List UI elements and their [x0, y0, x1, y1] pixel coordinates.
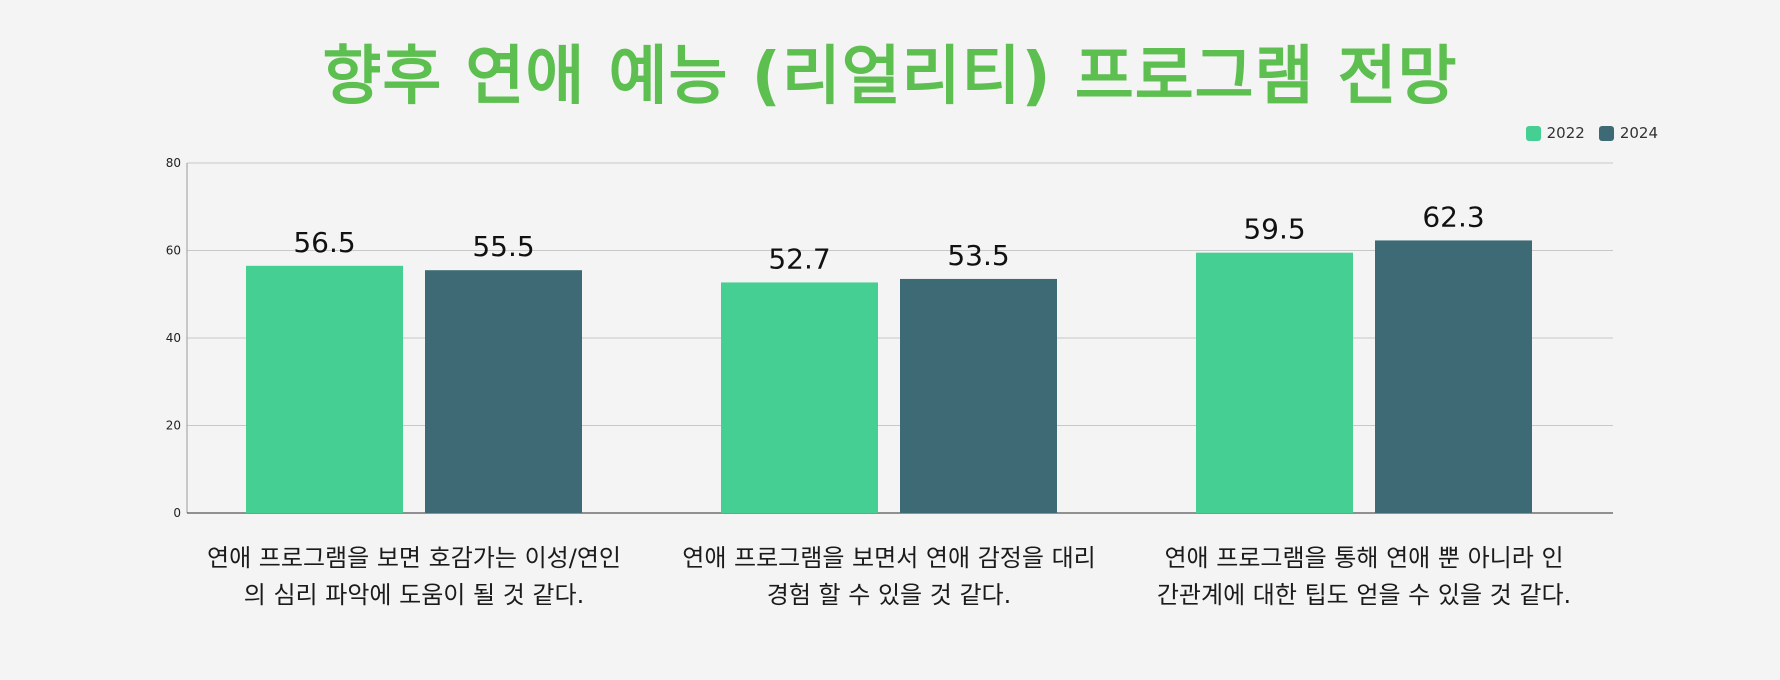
y-tick-label-60: 60 — [166, 244, 181, 258]
value-label-2024-category-1: 55.5 — [472, 230, 534, 263]
bar-2022-category-3 — [1196, 252, 1353, 513]
bar-2022-category-1 — [246, 265, 403, 513]
legend: 2022 2024 — [1525, 124, 1658, 142]
legend-swatch-2024 — [1598, 125, 1614, 141]
y-tick-label-80: 80 — [166, 156, 181, 170]
value-label-2024-category-2: 53.5 — [947, 239, 1009, 272]
value-label-2024-category-3: 62.3 — [1422, 200, 1484, 233]
value-label-2022-category-2: 52.7 — [768, 242, 830, 275]
legend-swatch-2022 — [1525, 125, 1541, 141]
category-label-2: 연애 프로그램을 보면서 연애 감정을 대리경험 할 수 있을 것 같다. — [682, 544, 1096, 609]
value-label-2022-category-3: 59.5 — [1243, 213, 1305, 246]
bar-2024-category-1 — [425, 270, 582, 513]
category-label-3: 연애 프로그램을 통해 연애 뿐 아니라 인간관계에 대한 팁도 얻을 수 있을… — [1156, 544, 1572, 609]
category-label-1: 연애 프로그램을 보면 호감가는 이성/연인의 심리 파악에 도움이 될 것 같… — [207, 544, 621, 609]
value-label-2022-category-1: 56.5 — [293, 226, 355, 259]
legend-item-2024: 2024 — [1598, 124, 1658, 142]
y-tick-label-40: 40 — [166, 331, 181, 345]
legend-label-2022: 2022 — [1546, 124, 1585, 142]
y-tick-label-20: 20 — [166, 419, 181, 433]
legend-label-2024: 2024 — [1619, 124, 1658, 142]
bar-2024-category-3 — [1375, 240, 1532, 513]
bar-2024-category-2 — [900, 278, 1057, 513]
y-tick-label-0: 0 — [173, 506, 181, 520]
legend-item-2022: 2022 — [1525, 124, 1585, 142]
chart-title: 향후 연애 예능 (리얼리티) 프로그램 전망 — [322, 40, 1458, 114]
bar-2022-category-2 — [721, 282, 878, 513]
